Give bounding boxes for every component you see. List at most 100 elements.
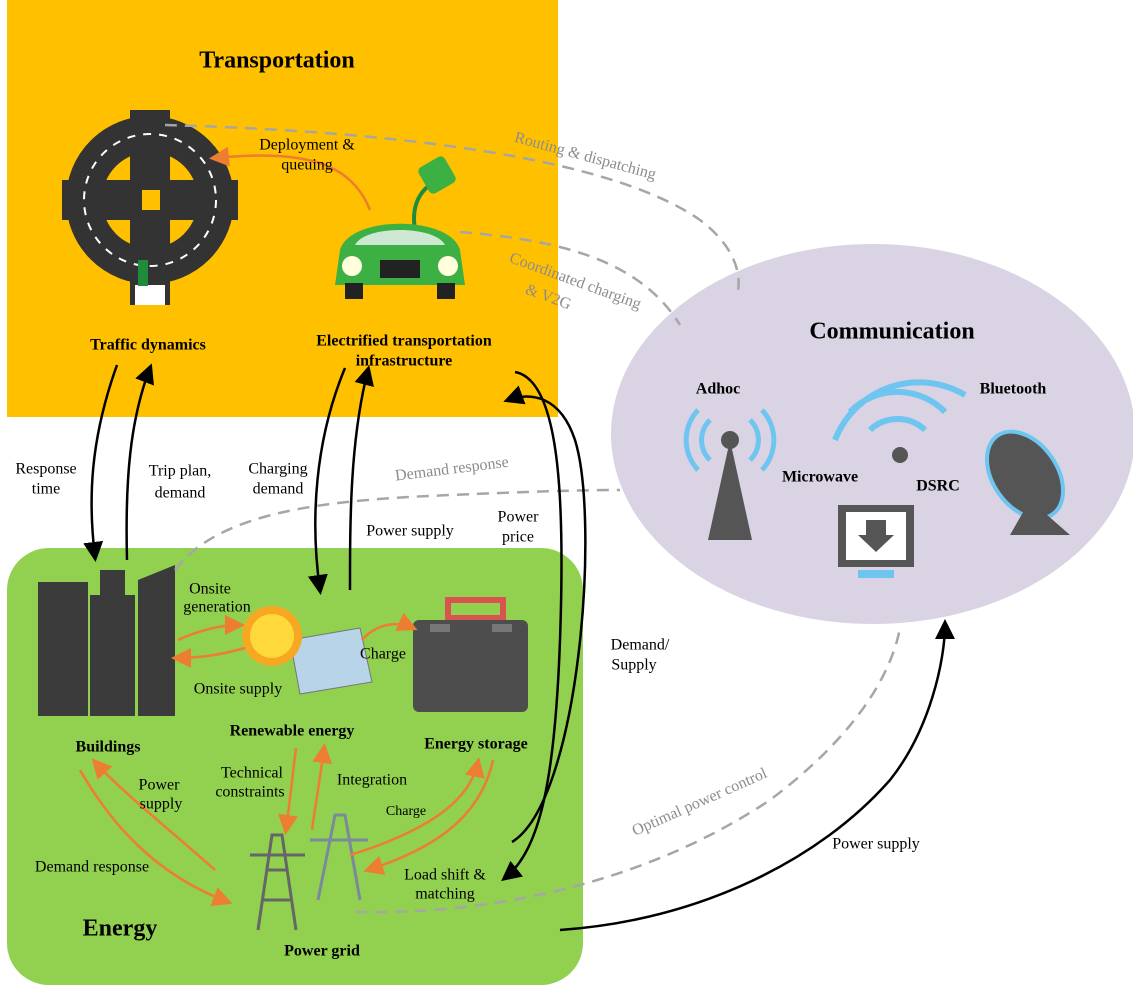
link-label: Deployment &: [259, 137, 355, 154]
link-label: supply: [140, 796, 183, 813]
communication-icons-part: [683, 408, 777, 472]
link-label: Technical: [221, 765, 284, 782]
renewable-icon-part: [289, 627, 373, 695]
links-part: [501, 370, 563, 882]
links-part: [354, 627, 902, 914]
link-label: Charge: [360, 646, 406, 663]
link-label: Power: [498, 509, 540, 526]
buildings-icon-part: [90, 595, 135, 716]
ev-icon: [335, 156, 465, 299]
node-label: Traffic dynamics: [90, 337, 206, 354]
storage-icon-part: [430, 624, 450, 632]
node-label: Buildings: [76, 739, 141, 756]
buildings-icon-part: [138, 565, 175, 716]
technology-label: DSRC: [916, 478, 960, 495]
link-label: Demand response: [394, 454, 509, 485]
power-grid-icon-part: [250, 833, 305, 931]
buildings-icon-part: [38, 582, 88, 716]
communication-icons-part: [892, 447, 908, 463]
link-label: Power supply: [366, 523, 454, 540]
link-label: Demand/: [611, 637, 670, 654]
links-part: [348, 365, 374, 591]
link-label: Optimal power control: [630, 765, 771, 840]
link-label: queuing: [281, 157, 333, 174]
region-title: Transportation: [199, 48, 355, 74]
communication-icons-part: [858, 570, 894, 578]
links-part: [310, 743, 333, 831]
links-part: [361, 612, 418, 641]
links-part: [164, 123, 740, 291]
roundabout-icon-part: [135, 285, 165, 305]
node-label: Power grid: [284, 943, 360, 960]
link-label: Onsite: [189, 581, 231, 598]
ev-icon-part: [355, 230, 445, 245]
node-label: Renewable energy: [230, 723, 355, 740]
link-label: Demand response: [35, 859, 149, 876]
region-title: Communication: [809, 319, 974, 345]
link-label: Charging: [248, 461, 307, 478]
link-label: Power supply: [832, 836, 920, 853]
renewable-icon-part: [250, 614, 294, 658]
roundabout-icon-part: [83, 133, 217, 267]
buildings-icon: [38, 565, 175, 716]
storage-icon-part: [445, 597, 506, 621]
technology-label: Adhoc: [696, 381, 740, 398]
buildings-icon-part: [100, 570, 125, 598]
communication-icons: [683, 379, 1070, 578]
link-label: Onsite supply: [194, 681, 282, 698]
links-part: [171, 646, 246, 668]
link-label: constraints: [215, 784, 284, 801]
link-label: Trip plan,: [149, 463, 212, 480]
roundabout-icon: [62, 110, 238, 305]
links-part: [363, 759, 495, 875]
renewable-icon: [242, 606, 373, 695]
ev-icon-part: [342, 256, 362, 276]
link-label: demand: [253, 481, 304, 498]
links-part: [503, 385, 587, 844]
ev-icon-part: [380, 260, 420, 278]
ev-icon-part: [438, 256, 458, 276]
link-label: Charge: [386, 804, 426, 819]
link-label: demand: [155, 485, 206, 502]
ev-icon-part: [345, 283, 363, 299]
links-part: [174, 488, 621, 571]
links-part: [209, 146, 372, 211]
node-label: Electrified transportation: [316, 333, 492, 350]
link-label: Load shift &: [404, 867, 486, 884]
links-part: [278, 747, 298, 835]
links-part: [91, 758, 216, 871]
link-label: time: [32, 481, 60, 498]
link-label: Supply: [611, 657, 656, 674]
links-part: [83, 364, 119, 562]
storage-icon: [413, 597, 528, 712]
link-label: Power: [139, 777, 181, 794]
storage-icon-part: [413, 620, 528, 712]
links-part: [78, 769, 233, 907]
links: [78, 123, 955, 932]
link-label: price: [502, 529, 534, 546]
links-part: [177, 615, 245, 642]
storage-icon-part: [492, 624, 512, 632]
roundabout-icon-part: [138, 260, 148, 286]
ev-icon-part: [418, 156, 456, 194]
communication-icons-part: [858, 520, 894, 552]
technology-label: Bluetooth: [980, 381, 1047, 398]
link-label: generation: [183, 599, 251, 616]
communication-icons-part: [984, 429, 1066, 521]
communication-icons-part: [832, 379, 967, 442]
technology-label: Microwave: [782, 469, 858, 486]
ev-icon-part: [437, 283, 455, 299]
link-label: Integration: [337, 772, 407, 789]
power-grid-icon: [250, 813, 368, 931]
links-part: [349, 757, 485, 857]
communication-icons-part: [1010, 500, 1070, 535]
links-part: [307, 367, 347, 595]
links-part: [559, 619, 955, 932]
communication-icons-part: [721, 431, 739, 449]
power-grid-icon-part: [310, 813, 368, 901]
region-title: Energy: [83, 916, 158, 942]
link-label: matching: [415, 886, 475, 903]
